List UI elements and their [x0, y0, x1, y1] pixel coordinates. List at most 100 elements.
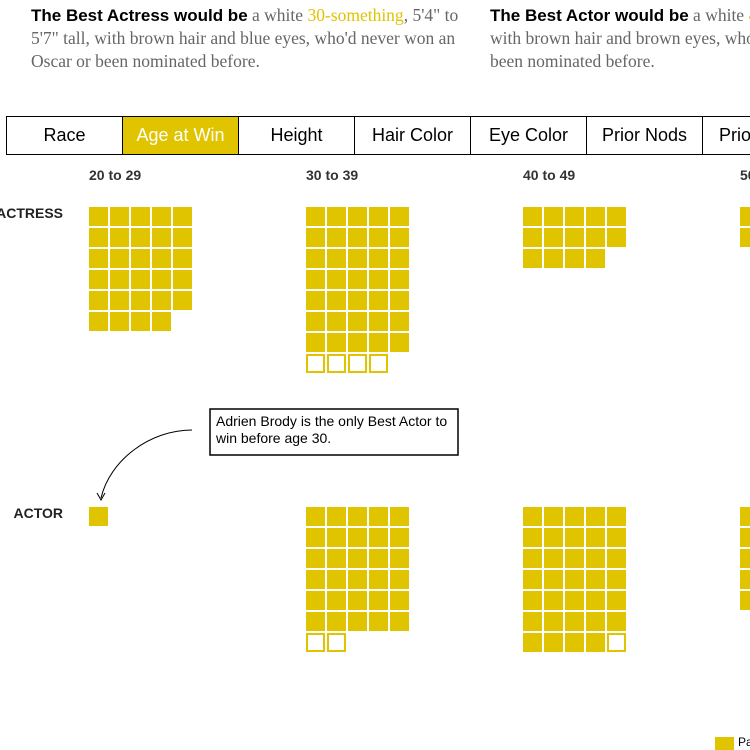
age-group-label: 30 to 39 [306, 167, 358, 183]
empty-square [306, 354, 325, 373]
winner-square [523, 612, 542, 631]
winner-square [306, 570, 325, 589]
winner-square [89, 249, 108, 268]
empty-square [369, 354, 388, 373]
winner-square [369, 612, 388, 631]
winner-square [740, 549, 750, 568]
winner-square [369, 249, 388, 268]
empty-square [327, 633, 346, 652]
winner-square [110, 207, 129, 226]
winner-square [89, 312, 108, 331]
winner-square [523, 591, 542, 610]
winner-square [607, 591, 626, 610]
winner-square [390, 612, 409, 631]
winner-square [544, 249, 563, 268]
winner-square [586, 507, 605, 526]
age-group-label: 20 to 29 [89, 167, 141, 183]
winner-square [390, 591, 409, 610]
winner-square [369, 228, 388, 247]
winner-square [523, 570, 542, 589]
winner-square [152, 207, 171, 226]
winner-square [390, 291, 409, 310]
winner-square [306, 270, 325, 289]
winner-square [586, 612, 605, 631]
winner-square [110, 270, 129, 289]
winner-square [740, 570, 750, 589]
text: a white [252, 5, 304, 25]
winner-square [586, 207, 605, 226]
winner-square [327, 291, 346, 310]
winner-square [327, 333, 346, 352]
winner-square [523, 507, 542, 526]
winner-square [152, 270, 171, 289]
winner-square [327, 249, 346, 268]
winner-square [131, 270, 150, 289]
winner-square [327, 270, 346, 289]
winner-square [586, 228, 605, 247]
winner-square [348, 249, 367, 268]
winner-square [152, 291, 171, 310]
winner-square [306, 207, 325, 226]
text: , 6' or taller, with brown hair and brow… [490, 28, 750, 71]
winner-square [523, 249, 542, 268]
text: a white [693, 5, 745, 25]
winner-square [327, 207, 346, 226]
winner-square [152, 228, 171, 247]
winner-square [306, 312, 325, 331]
winner-square [131, 207, 150, 226]
winner-square [152, 249, 171, 268]
winner-square [565, 570, 584, 589]
annotation-box [209, 408, 459, 456]
winner-square [390, 270, 409, 289]
row-label: ACTRESS [0, 205, 63, 221]
tab[interactable]: Age at Win [122, 116, 239, 155]
lead: The Best Actress would be [31, 6, 248, 25]
winner-square [607, 528, 626, 547]
winner-square [544, 633, 563, 652]
winner-square [607, 612, 626, 631]
winner-square [586, 591, 605, 610]
winner-square [607, 207, 626, 226]
winner-square [740, 591, 750, 610]
winner-square [544, 507, 563, 526]
winner-square [348, 612, 367, 631]
winner-square [369, 570, 388, 589]
empty-square [348, 354, 367, 373]
highlight: 40-something [748, 5, 750, 25]
winner-square [565, 528, 584, 547]
winner-square [586, 549, 605, 568]
winner-square [369, 312, 388, 331]
tab[interactable]: Prior Wins [702, 116, 750, 155]
winner-square [89, 270, 108, 289]
winner-square [327, 549, 346, 568]
winner-square [523, 207, 542, 226]
winner-square [544, 591, 563, 610]
winner-square [740, 207, 750, 226]
text: , 5'4" to 5'7" tall, with brown hair and… [31, 5, 459, 71]
winner-square [523, 528, 542, 547]
winner-square [306, 249, 325, 268]
winner-square [348, 291, 367, 310]
winner-square [348, 591, 367, 610]
winner-square [110, 228, 129, 247]
winner-square [390, 333, 409, 352]
winner-square [327, 228, 346, 247]
winner-square [327, 507, 346, 526]
empty-square [607, 633, 626, 652]
winner-square [565, 207, 584, 226]
legend-label: Past winner [738, 735, 750, 749]
actor-summary: The Best Actor would be a white 40-somet… [490, 4, 750, 73]
winner-square [327, 570, 346, 589]
winner-square [173, 249, 192, 268]
winner-square [565, 633, 584, 652]
tab-bar: Race Age at Win Height Hair Color Eye Color P… [6, 116, 750, 155]
empty-square [306, 633, 325, 652]
winner-square [390, 570, 409, 589]
winner-square [523, 228, 542, 247]
winner-square [369, 591, 388, 610]
winner-square [607, 228, 626, 247]
winner-square [369, 207, 388, 226]
winner-square [544, 228, 563, 247]
winner-square [306, 228, 325, 247]
winner-square [306, 507, 325, 526]
